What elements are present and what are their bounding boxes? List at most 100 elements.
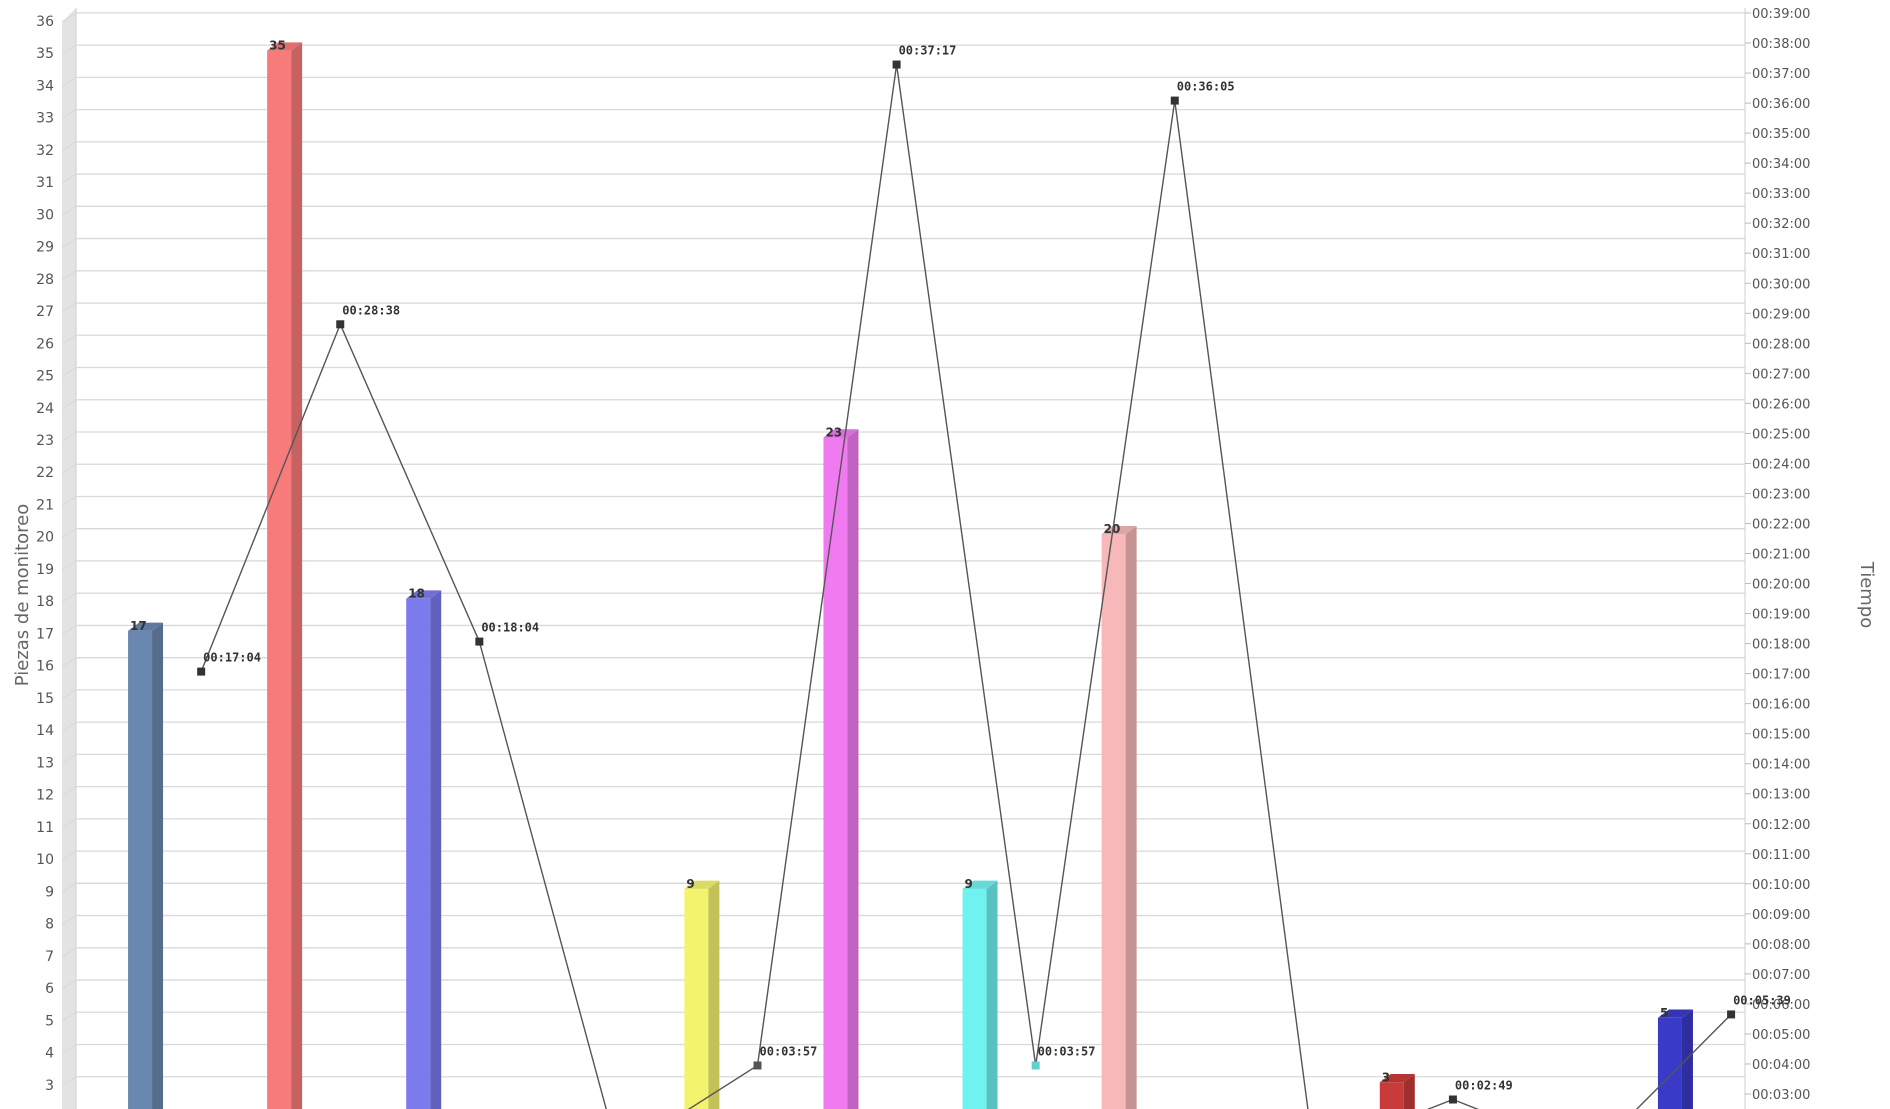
gridline-depth (61, 431, 77, 442)
line-data-label: 00:03:57 (1038, 1044, 1096, 1058)
gridline-depth (61, 44, 77, 55)
gridline-depth (61, 592, 77, 603)
bar-side (430, 590, 442, 1109)
gridline-depth (61, 12, 77, 23)
wall-left-face (62, 8, 76, 1109)
y2-tick-label: 00:28:00 (1752, 337, 1810, 352)
line-marker (753, 1061, 762, 1070)
y-tick-label: 30 (36, 207, 54, 223)
gridline-depth (61, 173, 77, 184)
bar-data-label: 9 (965, 877, 973, 891)
y2-tick-label: 00:12:00 (1752, 818, 1810, 833)
line-data-label: 00:36:05 (1177, 80, 1235, 94)
gridline-depth (61, 334, 77, 345)
y2-tick-label: 00:16:00 (1752, 698, 1810, 713)
y2-tick-label: 00:27:00 (1752, 367, 1810, 382)
y-tick-label: 12 (36, 788, 54, 804)
gridline-depth (61, 1076, 77, 1087)
line-data-label: 00:28:38 (342, 303, 400, 317)
bar (823, 437, 848, 1109)
y2-tick-label: 00:32:00 (1752, 217, 1810, 232)
y-tick-label: 26 (36, 336, 54, 352)
bar (684, 888, 709, 1109)
y2-tick-label: 00:05:00 (1752, 1028, 1810, 1043)
y-tick-label: 16 (36, 659, 54, 675)
line-marker (1170, 96, 1179, 105)
y-tick-label: 28 (36, 272, 54, 288)
line-marker (475, 637, 484, 646)
y-tick-label: 21 (36, 497, 54, 513)
bar-top (267, 42, 303, 51)
y2-tick-label: 00:10:00 (1752, 878, 1810, 893)
y-tick-label: 4 (45, 1046, 54, 1062)
bar-side (847, 429, 859, 1109)
bar-side (708, 880, 720, 1109)
bar-top (962, 880, 998, 889)
y-axis-title: Piezas de monitoreo (12, 504, 33, 686)
y2-tick-label: 00:04:00 (1752, 1058, 1810, 1073)
gridline-depth (61, 238, 77, 248)
line-marker (1031, 1061, 1040, 1070)
gridline-depth (61, 721, 77, 732)
y2-axis-title: Tiempo (1856, 561, 1877, 629)
y2-tick-label: 00:37:00 (1752, 67, 1810, 82)
y-tick-label: 23 (36, 433, 54, 449)
y2-tick-label: 00:34:00 (1752, 157, 1810, 172)
bar-data-label: 17 (130, 619, 147, 633)
gridline-depth (61, 76, 77, 87)
gridline-depth (61, 882, 77, 893)
y2-tick-label: 00:39:00 (1752, 7, 1810, 22)
y2-tick-label: 00:38:00 (1752, 37, 1810, 52)
bar (406, 598, 431, 1109)
y-tick-label: 22 (36, 465, 54, 481)
y-tick-label: 18 (36, 594, 54, 610)
gridline-depth (61, 979, 77, 990)
gridline-depth (61, 109, 77, 120)
bar (267, 50, 292, 1109)
y2-tick-label: 00:06:00 (1752, 998, 1810, 1013)
y-tick-label: 33 (36, 111, 54, 127)
gridline-depth (61, 818, 77, 829)
bar (962, 888, 987, 1109)
bar-top (1657, 1009, 1693, 1018)
bar (128, 630, 153, 1109)
bar-side (1125, 525, 1137, 1109)
gridline-depth (61, 1011, 77, 1022)
gridline-depth (61, 205, 77, 216)
y2-tick-label: 00:36:00 (1752, 97, 1810, 112)
gridline-depth (61, 496, 77, 506)
y-tick-label: 36 (36, 14, 54, 30)
y2-tick-label: 00:09:00 (1752, 908, 1810, 923)
y-tick-label: 8 (45, 917, 54, 933)
y-tick-label: 15 (36, 691, 54, 707)
bar-side (152, 622, 164, 1109)
bar-data-label: 20 (1104, 522, 1121, 536)
y2-tick-label: 00:14:00 (1752, 758, 1810, 773)
bar-side (291, 42, 303, 1109)
line-data-label: 00:02:49 (1455, 1079, 1513, 1093)
bar (1379, 1082, 1404, 1109)
bar (1657, 1017, 1682, 1109)
y-tick-label: 6 (45, 981, 54, 997)
gridline-depth (61, 528, 77, 539)
y-tick-label: 34 (36, 78, 54, 94)
gridline-depth (61, 915, 77, 925)
bar-data-label: 9 (686, 877, 694, 891)
y-tick-label: 14 (36, 723, 54, 739)
gridline-depth (61, 657, 77, 668)
y2-tick-label: 00:07:00 (1752, 968, 1810, 983)
gridline-depth (61, 947, 77, 958)
bar (1101, 534, 1126, 1109)
bar-top (128, 622, 164, 631)
line-marker (1448, 1095, 1457, 1104)
y-tick-label: 9 (45, 884, 54, 900)
gridlines (61, 12, 1745, 1087)
y-tick-label: 20 (36, 530, 54, 546)
y2-tick-label: 00:20:00 (1752, 578, 1810, 593)
y-axis-secondary: 00:03:00 00:04:00 00:05:00 00:06:00 00:07:00… (1744, 7, 1810, 1109)
bar-side (1681, 1009, 1693, 1109)
y2-tick-label: 00:23:00 (1752, 487, 1810, 502)
bar-data-label: 5 (1660, 1006, 1668, 1020)
line-data-label: 00:03:57 (760, 1044, 818, 1058)
